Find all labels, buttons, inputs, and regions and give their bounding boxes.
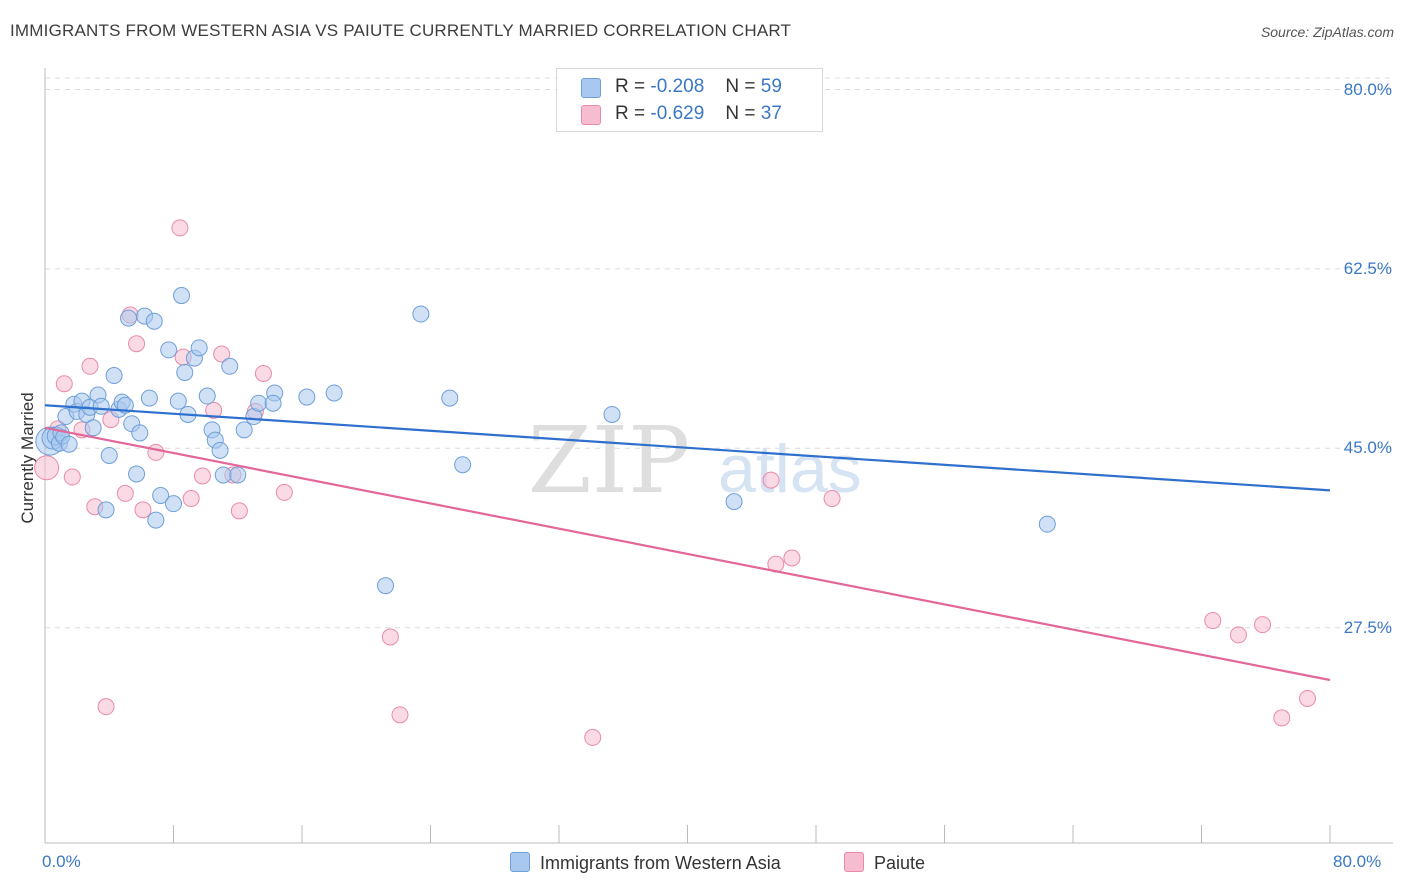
western-asia-point	[250, 394, 268, 412]
western-asia-point	[235, 421, 253, 439]
paiute-point	[1254, 616, 1272, 634]
paiute-point	[391, 706, 409, 724]
western-asia-point	[173, 287, 191, 305]
western-asia-point	[169, 392, 187, 410]
western-asia-point	[60, 435, 78, 453]
western-asia-point	[97, 501, 115, 519]
pink-swatch-icon	[844, 852, 864, 872]
source-label: Source: ZipAtlas.com	[1260, 24, 1394, 40]
watermark-zip: ZIP	[528, 407, 690, 514]
blue-swatch-icon	[581, 78, 601, 98]
r-label: R =	[615, 103, 646, 124]
legend-item-paiute: Paiute	[844, 852, 925, 874]
western-asia-point	[120, 309, 138, 327]
x-tick-label-min: 0.0%	[42, 852, 81, 871]
paiute-point	[171, 219, 189, 237]
paiute-point	[147, 443, 165, 461]
y-tick-label: 80.0%	[1343, 79, 1392, 99]
paiute-point	[34, 455, 60, 481]
paiute-point	[1273, 709, 1291, 727]
legend-item-western-asia: Immigrants from Western Asia	[510, 852, 781, 874]
r-label: R =	[615, 76, 646, 97]
paiute-point	[381, 628, 399, 646]
r-value: -0.208	[650, 76, 705, 97]
y-tick-label: 45.0%	[1343, 438, 1392, 458]
paiute-point	[230, 502, 248, 520]
paiute-point	[182, 490, 200, 508]
paiute-point	[63, 468, 81, 486]
paiute-point	[275, 483, 293, 501]
paiute-point	[823, 490, 841, 508]
paiute-points	[34, 219, 1317, 746]
western-asia-point	[725, 493, 743, 511]
western-asia-point	[377, 577, 395, 595]
paiute-point	[193, 467, 211, 485]
western-asia-point	[221, 357, 239, 375]
x-tick-label-max: 80.0%	[1333, 852, 1382, 871]
western-asia-point	[211, 441, 229, 459]
paiute-point	[584, 728, 602, 746]
western-asia-point	[128, 465, 146, 483]
blue-swatch-icon	[510, 852, 530, 872]
western-asia-point	[176, 363, 194, 381]
western-asia-point	[145, 312, 163, 330]
western-asia-point	[152, 486, 170, 504]
paiute-point	[1204, 612, 1222, 630]
western-asia-point	[84, 419, 102, 437]
western-asia-trend-line	[44, 404, 1331, 492]
n-value: 37	[760, 103, 782, 124]
western-asia-point	[454, 456, 472, 474]
western-asia-point	[441, 389, 459, 407]
y-tick-label: 27.5%	[1343, 617, 1392, 637]
r-value: -0.629	[650, 103, 705, 124]
paiute-point	[97, 698, 115, 716]
n-value: 59	[760, 76, 782, 97]
western-asia-point	[92, 397, 110, 415]
n-label: N =	[725, 103, 756, 124]
gridlines	[45, 77, 1393, 629]
western-asia-point	[165, 495, 182, 513]
legend-label: Paiute	[874, 853, 926, 873]
western-asia-point	[325, 384, 343, 402]
western-asia-point	[160, 341, 178, 359]
western-asia-point	[100, 446, 118, 464]
pink-swatch-icon	[581, 105, 601, 125]
western-asia-point	[214, 466, 232, 484]
western-asia-point	[412, 305, 430, 323]
paiute-point	[254, 364, 272, 382]
paiute-point	[213, 345, 231, 363]
western-asia-point	[147, 511, 165, 529]
paiute-point	[128, 335, 146, 353]
paiute-point	[205, 401, 223, 419]
n-label: N =	[725, 76, 756, 97]
western-asia-point	[603, 405, 621, 423]
western-asia-point	[1038, 515, 1056, 533]
paiute-point	[81, 357, 99, 375]
western-asia-point	[105, 367, 123, 385]
western-asia-point	[131, 424, 149, 442]
paiute-point	[1229, 626, 1247, 644]
western-asia-point	[198, 387, 216, 405]
western-asia-point	[298, 388, 316, 406]
legend-label: Immigrants from Western Asia	[540, 853, 781, 873]
paiute-point	[1299, 689, 1317, 707]
western-asia-point	[229, 466, 247, 484]
paiute-point	[116, 484, 134, 502]
paiute-point	[55, 375, 73, 393]
western-asia-points	[35, 287, 1056, 595]
y-tick-label: 62.5%	[1343, 258, 1392, 278]
western-asia-point	[264, 394, 282, 412]
paiute-trend-line	[44, 426, 1331, 682]
western-asia-point	[140, 389, 158, 407]
paiute-point	[762, 471, 780, 489]
chart-title: IMMIGRANTS FROM WESTERN ASIA VS PAIUTE C…	[10, 21, 792, 40]
correlation-legend: R = -0.208 N = 59 R = -0.629 N = 37	[556, 68, 823, 132]
paiute-point	[134, 501, 152, 519]
trend-lines	[44, 404, 1331, 682]
paiute-point	[783, 549, 801, 567]
western-asia-point	[190, 339, 208, 357]
